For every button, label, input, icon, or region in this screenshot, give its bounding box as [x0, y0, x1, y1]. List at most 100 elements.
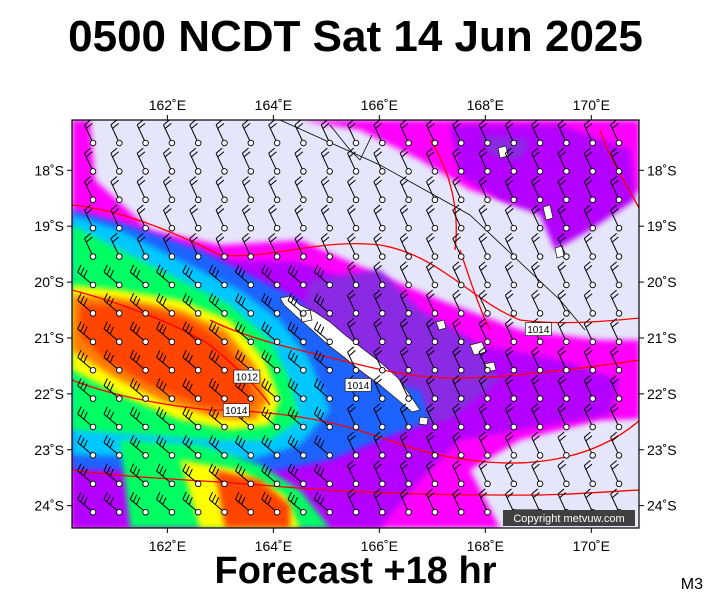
lat-label-left: 21˚S [34, 330, 64, 346]
wind-barb [425, 460, 439, 488]
wind-barb [452, 318, 465, 346]
wind-barb [261, 378, 281, 402]
lat-label-left: 19˚S [34, 218, 64, 234]
wind-barb [478, 431, 491, 459]
isobar-label: 1014 [344, 378, 372, 392]
axis-ticks: 162˚E 162˚E 164˚E 164˚E 166˚E 166˚E 168˚E 168˚E… [34, 97, 676, 554]
wind-barb [399, 261, 412, 289]
wind-barb [583, 346, 596, 374]
wind-barb [208, 435, 228, 459]
wind-barb [261, 406, 281, 431]
wind-barb [313, 349, 333, 374]
wind-barb [103, 491, 123, 516]
wind-barb [478, 346, 491, 374]
wind-barb [399, 120, 412, 147]
wind-barb [531, 232, 544, 260]
svg-text:1014: 1014 [347, 381, 370, 392]
wind-barb [189, 176, 202, 204]
loyalty-islands-ouvea [435, 319, 447, 331]
map-frame [71, 119, 640, 529]
wind-barb [557, 318, 570, 346]
wind-barb [347, 488, 360, 516]
wind-barb [208, 406, 228, 431]
lon-label-bottom: 164˚E [255, 538, 292, 554]
wind-barb [557, 147, 570, 175]
wind-barb [347, 204, 360, 232]
wind-barb [531, 403, 544, 431]
wind-barb [583, 261, 596, 289]
wind-barb [84, 204, 97, 232]
wind-barb [557, 460, 570, 488]
wind-barb [103, 463, 123, 488]
wind-barb [287, 435, 307, 459]
wind-barb [583, 147, 596, 175]
wind-barbs [77, 120, 623, 516]
wind-barb [320, 232, 333, 260]
wind-barb [399, 460, 412, 488]
wind-barb [504, 374, 518, 402]
wind-barb [583, 318, 596, 346]
wind-barb [287, 293, 307, 317]
wind-barb [261, 349, 281, 374]
wind-barb [294, 176, 307, 204]
wind-barb [287, 378, 307, 402]
wind-barb [320, 176, 333, 204]
wind-barb [110, 147, 123, 175]
wind-barb [504, 147, 518, 175]
wind-barb [373, 374, 386, 402]
wind-barb [610, 204, 623, 232]
wind-barb [287, 491, 307, 516]
wind-barb [235, 491, 255, 516]
wind-barb [478, 176, 491, 204]
wind-barb [399, 403, 412, 431]
lat-label-right: 24˚S [647, 498, 677, 514]
wind-barb [215, 147, 228, 175]
wind-barb [531, 346, 544, 374]
wind-barb [399, 232, 412, 260]
wind-barb [162, 204, 176, 232]
wind-barb [261, 435, 281, 459]
wind-barb [531, 176, 544, 204]
wind-barb [103, 378, 123, 402]
wind-barb [156, 378, 176, 402]
wind-barb [77, 463, 97, 488]
wind-barb [313, 293, 333, 317]
wind-barb [294, 232, 307, 260]
wind-barb [241, 204, 255, 232]
isobar-3 [209, 319, 639, 379]
wind-barb [129, 491, 149, 516]
wind-barb [557, 374, 570, 402]
wind-barb [531, 147, 544, 175]
wind-barb [182, 406, 202, 431]
wind-barb [287, 321, 307, 346]
wind-barb [399, 204, 412, 232]
lat-label-left: 24˚S [34, 498, 64, 514]
lat-label-left: 23˚S [34, 442, 64, 458]
wind-barb [156, 435, 176, 459]
wind-barb [531, 460, 544, 488]
wind-barb [268, 147, 281, 175]
wind-barb [294, 204, 307, 232]
wind-barb [452, 204, 465, 232]
wind-barb [313, 406, 333, 431]
wind-barb [610, 289, 623, 317]
wind-barb [452, 488, 465, 516]
wind-barb [313, 378, 333, 402]
wind-barb [189, 147, 202, 175]
wind-barb [347, 147, 360, 175]
wind-barb [208, 349, 228, 374]
boundary-line-1 [279, 120, 586, 331]
wind-barb [531, 289, 544, 317]
wind-barb [504, 431, 518, 459]
wind-barb [235, 264, 255, 289]
wind-barb [103, 264, 123, 289]
wind-barb [129, 463, 149, 488]
wind-barb [504, 176, 518, 204]
wind-barb [156, 491, 176, 516]
wind-barb [182, 463, 202, 488]
wind-barb [347, 318, 360, 346]
wind-barb [347, 346, 360, 374]
wind-barb [425, 374, 439, 402]
wind-barb [557, 403, 570, 431]
wind-barb [425, 403, 439, 431]
